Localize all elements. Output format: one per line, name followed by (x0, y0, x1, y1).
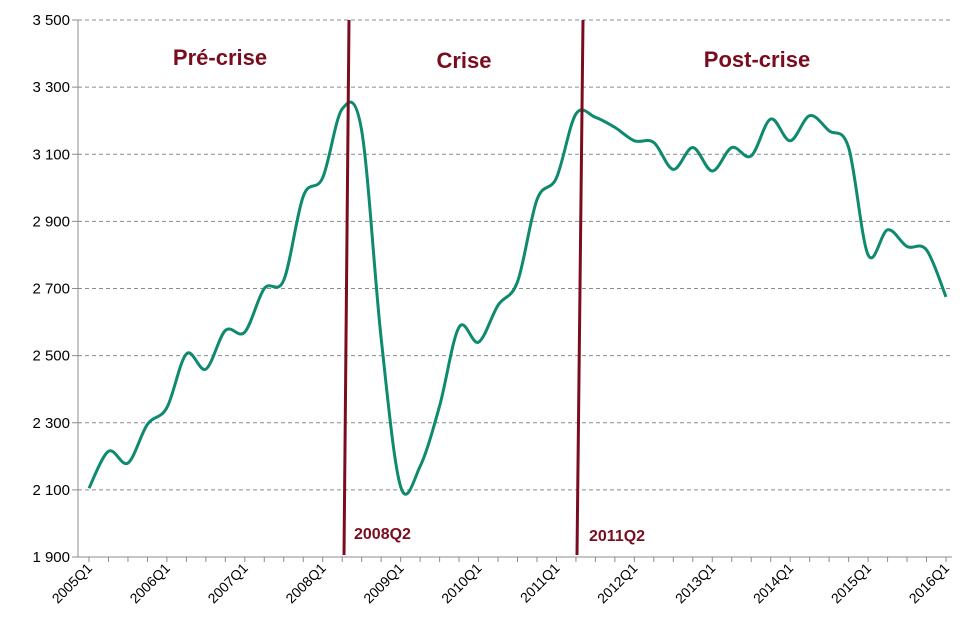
phase-labels: Pré-crise Crise Post-crise (173, 45, 810, 73)
x-tick-label: 2007Q1 (204, 560, 251, 607)
y-tick-label: 2 300 (32, 415, 70, 432)
grid-lines (78, 19, 952, 491)
series-line (87, 100, 948, 496)
y-tick-label: 3 300 (32, 79, 70, 96)
phase-label-pre-crise: Pré-crise (173, 45, 267, 70)
y-tick-label: 2 100 (32, 482, 70, 499)
x-tick-label: 2011Q1 (517, 560, 563, 606)
y-tick-label: 2 500 (32, 348, 70, 365)
phase-label-crise: Crise (436, 48, 491, 73)
x-tick-label: 2016Q1 (906, 560, 953, 607)
x-tick-label: 2005Q1 (49, 560, 96, 607)
x-tick-label: 2012Q1 (594, 560, 641, 607)
period-markers: 2008Q2 2011Q2 (342, 19, 645, 556)
x-tick-label: 2008Q1 (282, 560, 329, 607)
y-tick-label: 1 900 (32, 549, 70, 566)
y-tick-labels: 1 900 2 100 2 300 2 500 2 700 2 900 3 100 3 300… (32, 12, 70, 566)
marker-line-2008q2 (342, 19, 351, 556)
x-tick-label: 2013Q1 (672, 560, 719, 607)
x-tick-label: 2006Q1 (126, 560, 173, 607)
y-tick-label: 2 900 (32, 213, 70, 230)
x-tick-labels: 2005Q1 2006Q1 2007Q1 2008Q1 2009Q1 2010Q1 2011… (49, 560, 953, 607)
x-tick-label: 2014Q1 (750, 560, 797, 607)
series-group (87, 100, 948, 496)
y-tick-label: 3 100 (32, 146, 70, 163)
marker-label-2011q2: 2011Q2 (589, 528, 645, 545)
marker-line-2011q2 (575, 19, 585, 556)
axes (72, 19, 952, 562)
y-tick-label: 2 700 (32, 281, 70, 298)
x-tick-label: 2010Q1 (438, 560, 485, 607)
y-tick-label: 3 500 (32, 12, 70, 29)
marker-label-2008q2: 2008Q2 (354, 526, 411, 543)
x-tick-label: 2015Q1 (828, 560, 875, 607)
phase-label-post-crise: Post-crise (704, 47, 810, 72)
x-tick-label: 2009Q1 (360, 560, 407, 607)
